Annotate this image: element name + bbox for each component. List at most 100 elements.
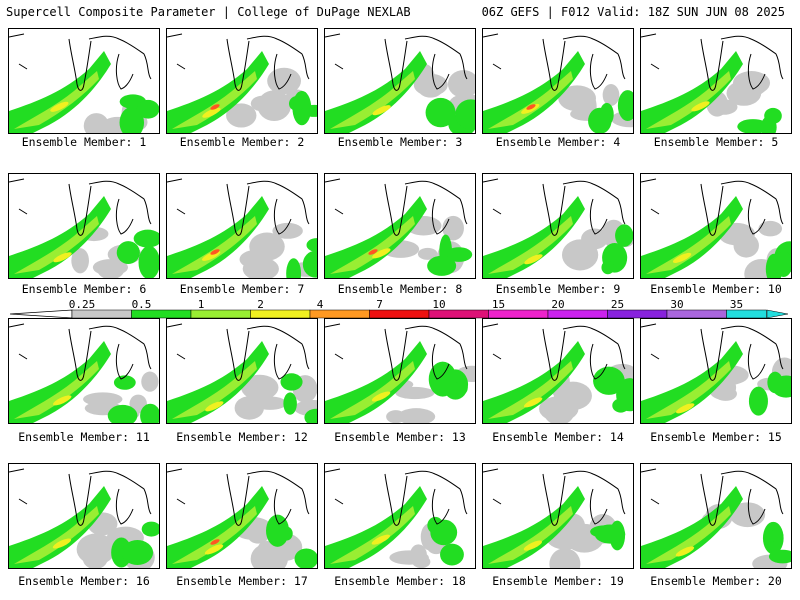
scp-contour-fill <box>9 341 111 423</box>
colorbar-segment <box>71 309 132 319</box>
scp-contour-fill <box>167 486 269 568</box>
panel-label: Ensemble Member: 6 <box>21 282 147 296</box>
scp-contour-fill <box>455 99 475 130</box>
scp-map <box>325 33 475 133</box>
panel-label: Ensemble Member: 1 <box>21 135 147 149</box>
scp-contour-fill <box>428 361 457 397</box>
scp-map <box>167 178 317 278</box>
scp-map <box>641 178 791 278</box>
great-lakes-outline <box>9 323 152 381</box>
scp-contour-fill <box>483 341 585 423</box>
scp-contour-fill <box>453 381 468 395</box>
scp-contour-fill <box>368 249 378 255</box>
scp-contour-fill <box>395 386 435 400</box>
map-panel <box>8 28 160 134</box>
scp-map <box>483 323 633 423</box>
scp-map <box>641 33 784 133</box>
scp-contour-fill <box>447 70 475 98</box>
colorbar-tick-label: 2 <box>257 300 264 311</box>
scp-contour-fill <box>330 361 415 419</box>
scp-contour-fill <box>294 548 317 568</box>
colorbar-tick-label: 7 <box>376 300 383 311</box>
scp-contour-fill <box>526 104 536 110</box>
scp-contour-fill <box>558 85 596 112</box>
scp-contour-fill <box>714 386 737 401</box>
scp-contour-fill <box>523 540 543 551</box>
scp-map <box>483 33 633 133</box>
colorbar-tick-label: 30 <box>670 300 683 311</box>
scp-contour-fill <box>172 71 257 129</box>
map-panel <box>482 463 634 569</box>
scp-contour-fill <box>599 102 614 126</box>
scp-contour-fill <box>266 514 290 547</box>
map-panel <box>8 463 160 569</box>
scp-contour-fill <box>676 403 695 414</box>
scp-map <box>167 33 317 133</box>
colorbar-segment <box>250 309 311 319</box>
colorbar-segment <box>309 309 370 319</box>
scp-contour-fill <box>602 84 620 106</box>
scp-contour-fill <box>488 361 573 419</box>
panel-label: Ensemble Member: 12 <box>176 430 308 444</box>
colorbar-tick-label: 0.5 <box>132 300 152 311</box>
scp-map <box>9 323 159 423</box>
scp-contour-fill <box>646 361 731 419</box>
scp-contour-fill <box>646 216 731 274</box>
scp-contour-fill <box>172 361 257 419</box>
scp-contour-fill <box>726 80 762 106</box>
scp-contour-fill <box>641 486 743 568</box>
great-lakes-outline <box>483 33 626 91</box>
scp-contour-fill <box>733 233 759 258</box>
scp-contour-fill <box>581 229 618 245</box>
scp-contour-fill <box>302 250 317 278</box>
map-panel <box>640 463 792 569</box>
scp-contour-fill <box>641 341 743 423</box>
scp-contour-fill <box>53 252 72 263</box>
scp-contour-fill <box>14 216 99 274</box>
scp-contour-fill <box>330 216 415 274</box>
great-lakes-outline <box>483 323 626 381</box>
scp-map <box>167 468 317 568</box>
map-panel <box>482 28 634 134</box>
scp-contour-fill <box>523 397 543 408</box>
scp-contour-fill <box>646 71 731 129</box>
scp-contour-fill <box>409 544 427 567</box>
colorbar-segment <box>488 309 549 319</box>
scp-contour-fill <box>210 104 220 110</box>
scp-contour-fill <box>53 395 72 406</box>
scp-contour-fill <box>301 104 317 117</box>
great-lakes-outline <box>483 178 626 236</box>
panel-label: Ensemble Member: 15 <box>650 430 782 444</box>
scp-contour-fill <box>524 254 543 265</box>
scp-contour-fill <box>488 506 573 564</box>
scp-map <box>9 178 159 278</box>
scp-contour-fill <box>549 548 581 568</box>
scp-contour-fill <box>483 486 585 568</box>
colorbar-left-arrow <box>10 309 73 319</box>
scp-contour-fill <box>371 534 390 545</box>
colorbar-segment <box>726 309 767 319</box>
panel-label: Ensemble Member: 2 <box>179 135 305 149</box>
scp-contour-fill <box>226 103 257 128</box>
scp-contour-fill <box>325 341 427 423</box>
scp-contour-fill <box>283 392 297 415</box>
color-scale-bar: 0.25 0.5 1 2 4 7 10 15 20 25 30 35 <box>10 300 789 319</box>
panel-label: Ensemble Member: 10 <box>650 282 782 296</box>
colorbar-segment <box>607 309 668 319</box>
colorbar-right-arrow <box>766 309 789 319</box>
great-lakes-outline <box>325 33 468 91</box>
panel-label: Ensemble Member: 18 <box>334 574 466 588</box>
scp-contour-fill <box>121 540 154 565</box>
colorbar-tick-label: 35 <box>730 300 743 311</box>
scp-contour-fill <box>371 391 391 402</box>
scp-contour-fill <box>440 543 464 566</box>
scp-map <box>167 323 317 423</box>
scp-contour-fill <box>172 506 257 564</box>
map-panel <box>640 28 792 134</box>
scp-contour-fill <box>758 220 783 237</box>
scp-contour-fill <box>9 51 111 133</box>
scp-contour-fill <box>325 196 427 278</box>
scp-contour-fill <box>304 408 317 423</box>
scp-contour-fill <box>140 403 159 423</box>
panel-label: Ensemble Member: 9 <box>495 282 621 296</box>
